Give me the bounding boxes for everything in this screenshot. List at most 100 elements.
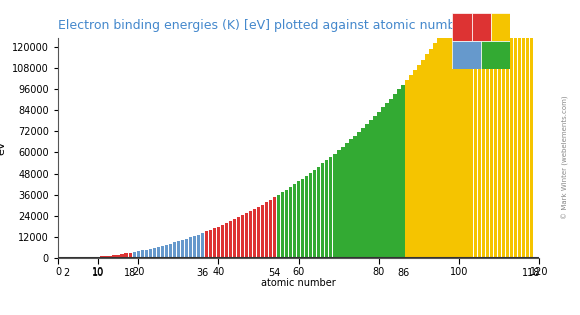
Bar xyxy=(514,0,517,258)
Bar xyxy=(506,0,509,258)
Bar xyxy=(421,60,425,258)
Bar xyxy=(241,215,244,258)
Bar xyxy=(265,202,269,258)
Bar xyxy=(221,225,224,258)
Y-axis label: eV: eV xyxy=(0,141,6,155)
Bar xyxy=(148,249,152,258)
Bar xyxy=(201,233,204,258)
Bar xyxy=(273,197,276,258)
Bar xyxy=(177,241,180,258)
Bar xyxy=(325,160,328,258)
Bar xyxy=(293,184,296,258)
Bar xyxy=(517,0,521,258)
Bar xyxy=(353,136,357,258)
Bar xyxy=(301,179,304,258)
Bar xyxy=(253,209,256,258)
Bar xyxy=(469,0,473,258)
Bar xyxy=(490,0,493,258)
Bar xyxy=(466,0,469,258)
Bar xyxy=(209,230,212,258)
Bar xyxy=(349,139,353,258)
Bar xyxy=(365,124,369,258)
Bar xyxy=(454,14,457,258)
Bar xyxy=(108,255,112,258)
Bar xyxy=(409,75,413,258)
Bar xyxy=(377,112,380,258)
Bar xyxy=(414,70,417,258)
Text: Electron binding energies (K) [eV] plotted against atomic number: Electron binding energies (K) [eV] plott… xyxy=(58,20,468,32)
Bar xyxy=(169,243,172,258)
Bar xyxy=(373,116,376,258)
Bar xyxy=(188,238,192,258)
Bar xyxy=(498,0,501,258)
Bar xyxy=(277,195,280,258)
Bar xyxy=(429,49,433,258)
Bar xyxy=(329,157,332,258)
Bar xyxy=(491,13,510,41)
Bar xyxy=(441,32,445,258)
Bar xyxy=(481,0,485,258)
Bar xyxy=(261,205,264,258)
Bar xyxy=(357,132,361,258)
Bar xyxy=(473,0,477,258)
Bar xyxy=(494,0,497,258)
Bar xyxy=(257,207,260,258)
Bar xyxy=(425,54,429,258)
Text: © Mark Winter (webelements.com): © Mark Winter (webelements.com) xyxy=(562,96,569,219)
Bar xyxy=(157,247,160,258)
Bar xyxy=(245,213,248,258)
Bar xyxy=(530,0,533,258)
Bar xyxy=(389,99,393,258)
Bar xyxy=(393,94,397,258)
Bar xyxy=(401,85,405,258)
Bar xyxy=(305,176,309,258)
Bar xyxy=(229,221,232,258)
Bar xyxy=(317,167,321,258)
Bar xyxy=(129,253,132,258)
Bar xyxy=(521,0,525,258)
Bar xyxy=(313,170,317,258)
Bar xyxy=(113,255,116,258)
Bar xyxy=(88,257,92,258)
Bar xyxy=(510,0,513,258)
Bar xyxy=(485,0,489,258)
Bar xyxy=(132,252,136,258)
Bar xyxy=(437,38,441,258)
Bar xyxy=(433,43,437,258)
Bar xyxy=(153,248,156,258)
Bar xyxy=(213,228,216,258)
Bar xyxy=(345,143,349,258)
Bar xyxy=(140,250,144,258)
Bar xyxy=(233,219,236,258)
Bar xyxy=(333,153,336,258)
Bar xyxy=(381,107,385,258)
Bar xyxy=(161,246,164,258)
Bar xyxy=(184,239,188,258)
Bar xyxy=(269,200,273,258)
Bar xyxy=(450,20,453,258)
Bar xyxy=(180,240,184,258)
Bar xyxy=(117,255,120,258)
Bar xyxy=(341,146,345,258)
Bar xyxy=(477,0,481,258)
Bar xyxy=(205,232,208,258)
Bar xyxy=(525,0,529,258)
Bar xyxy=(385,103,389,258)
Bar xyxy=(361,128,365,258)
Bar xyxy=(96,257,100,258)
X-axis label: atomic number: atomic number xyxy=(262,278,336,288)
Bar xyxy=(445,26,449,258)
Bar xyxy=(217,226,220,258)
Bar xyxy=(418,65,420,258)
Bar xyxy=(237,217,240,258)
Bar xyxy=(225,223,228,258)
Bar xyxy=(481,41,510,69)
Bar xyxy=(121,254,124,258)
Bar xyxy=(297,181,300,258)
Bar xyxy=(472,13,491,41)
Bar xyxy=(125,253,128,258)
Bar xyxy=(165,245,168,258)
Bar xyxy=(458,8,461,258)
Bar xyxy=(321,163,324,258)
Bar xyxy=(369,120,372,258)
